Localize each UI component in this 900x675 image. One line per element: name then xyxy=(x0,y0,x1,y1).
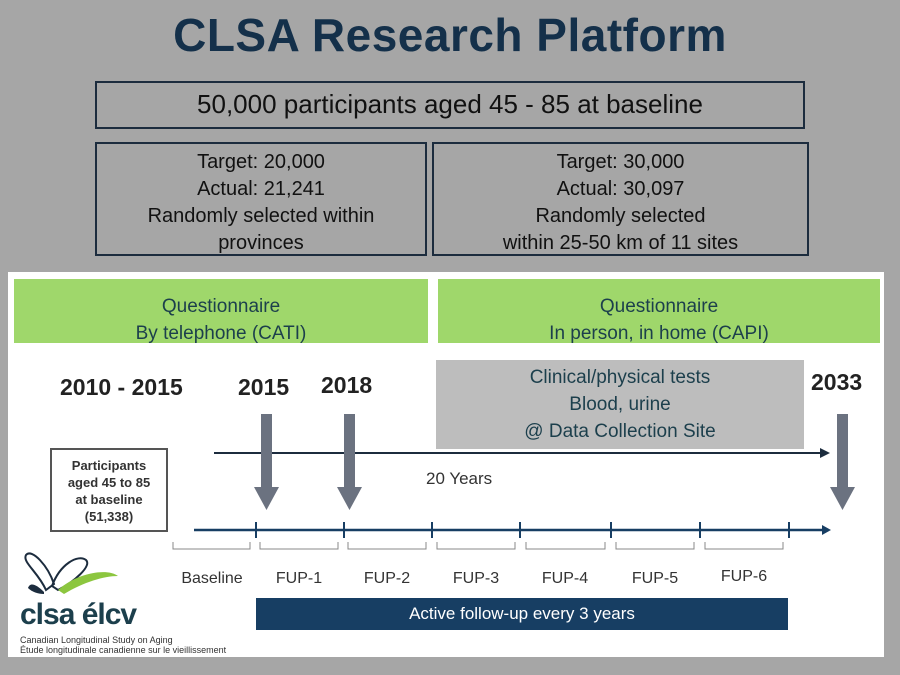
questionnaire-in-person: Questionnaire In person, in home (CAPI) xyxy=(438,279,880,344)
left-box-target: Target: 20,000 xyxy=(197,151,325,173)
right-box-target: Target: 30,000 xyxy=(556,151,685,173)
questionnaire-right-title: Questionnaire xyxy=(599,296,719,317)
right-box-selection: Randomly selected xyxy=(535,205,706,227)
telephone-cohort-box: Target: 20,000 Actual: 21,241 Randomly s… xyxy=(95,142,427,256)
logo-subtitle-en: Canadian Longitudinal Study on Aging xyxy=(20,635,173,645)
baseline-participants-box: Participants aged 45 to 85 at baseline (… xyxy=(50,448,168,532)
phase-label-fup-5: FUP-5 xyxy=(631,570,679,587)
right-box-actual: Actual: 30,097 xyxy=(556,178,685,200)
down-arrow-2033 xyxy=(830,414,855,510)
down-arrow-2015 xyxy=(254,414,279,510)
questionnaire-telephone: Questionnaire By telephone (CATI) xyxy=(14,279,428,344)
active-followup-bar: Active follow-up every 3 years xyxy=(256,598,788,630)
clinical-line-2: Blood, urine xyxy=(569,394,671,415)
left-box-selection: Randomly selected within xyxy=(147,205,375,227)
year-baseline-range: 2010 - 2015 xyxy=(60,374,183,400)
baseline-line-4: (51,338) xyxy=(84,509,134,524)
phase-label-fup-2: FUP-2 xyxy=(363,570,411,587)
timeline-arrowhead xyxy=(822,525,831,535)
questionnaire-left-mode: By telephone (CATI) xyxy=(135,323,307,344)
clinical-line-3: @ Data Collection Site xyxy=(524,421,716,442)
timeline-panel: Questionnaire By telephone (CATI) Questi… xyxy=(8,272,884,657)
timeline-ticks xyxy=(255,522,790,538)
baseline-line-1: Participants xyxy=(71,458,147,473)
butterfly-logo-icon xyxy=(24,552,118,594)
left-box-selection-cont: provinces xyxy=(218,232,304,254)
phase-label-baseline: Baseline xyxy=(181,570,243,587)
questionnaire-left-title: Questionnaire xyxy=(161,296,281,317)
phase-label-fup-6: FUP-6 xyxy=(720,568,768,585)
phase-label-fup-3: FUP-3 xyxy=(452,570,500,587)
right-box-selection-cont: within 25-50 km of 11 sites xyxy=(502,232,739,254)
questionnaire-right-mode: In person, in home (CAPI) xyxy=(549,323,769,344)
clinical-tests-box: Clinical/physical tests Blood, urine @ D… xyxy=(436,360,804,449)
left-box-actual: Actual: 21,241 xyxy=(197,178,325,200)
baseline-line-3: at baseline xyxy=(75,492,143,507)
logo-wordmark: clsa élcv xyxy=(20,598,137,631)
phase-label-fup-4: FUP-4 xyxy=(541,570,589,587)
logo-subtitle-fr: Étude longitudinale canadienne sur le vi… xyxy=(20,645,227,655)
phase-brackets xyxy=(172,542,784,550)
twenty-years-arrowhead xyxy=(820,448,830,458)
duration-label: 20 Years xyxy=(426,469,493,488)
year-2015: 2015 xyxy=(238,374,290,400)
year-2033: 2033 xyxy=(811,369,863,395)
timeline-graphics xyxy=(24,414,855,594)
baseline-line-2: aged 45 to 85 xyxy=(67,475,151,490)
page-title: CLSA Research Platform xyxy=(173,9,727,61)
in-person-cohort-box: Target: 30,000 Actual: 30,097 Randomly s… xyxy=(432,142,809,256)
participants-summary-box: 50,000 participants aged 45 - 85 at base… xyxy=(95,81,805,129)
phase-label-fup-1: FUP-1 xyxy=(275,570,323,587)
down-arrow-2018 xyxy=(337,414,362,510)
year-2018: 2018 xyxy=(321,372,373,398)
clinical-line-1: Clinical/physical tests xyxy=(529,367,711,388)
